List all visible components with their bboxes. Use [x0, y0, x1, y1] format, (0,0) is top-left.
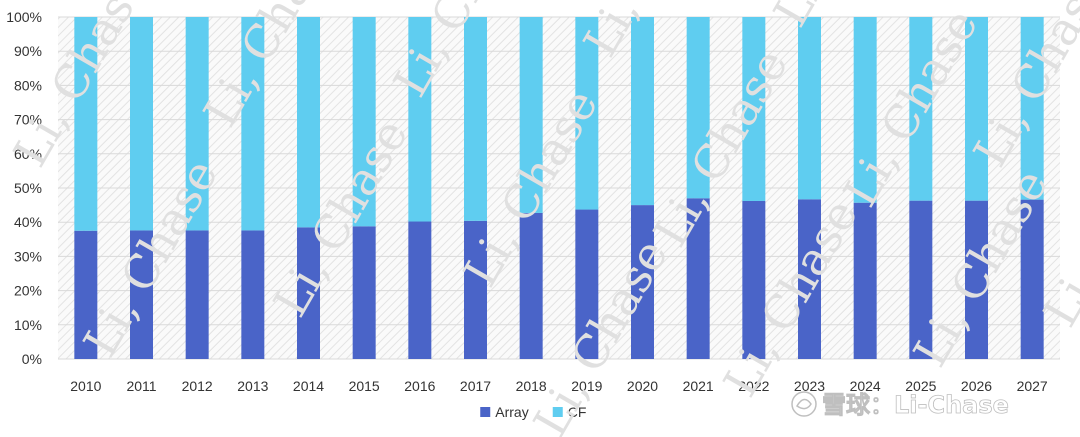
legend-swatch	[552, 407, 563, 417]
bar-cf-2021	[686, 17, 710, 199]
bar-cf-2023	[798, 17, 821, 200]
bar-array-2014	[297, 227, 320, 359]
x-tick-label: 2021	[683, 378, 714, 394]
bar-cf-2026	[965, 17, 988, 201]
snowball-logo-swirl	[795, 398, 812, 410]
y-tick-label: 30%	[14, 248, 42, 264]
x-tick-label: 2025	[905, 378, 936, 394]
y-tick-label: 80%	[14, 77, 42, 93]
bar-array-2026	[965, 200, 988, 359]
grid-lines	[58, 16, 1060, 360]
brand-watermark: 雪球：Li-Chase	[791, 391, 1009, 419]
x-axis-ticks: 2010 2011 2012 2013 2014 2015 2016 2017 2018 2019…	[70, 378, 1048, 394]
legend-item-array[interactable]: Array	[480, 404, 529, 420]
bar-cf-2017	[464, 17, 487, 221]
bar-cf-2020	[631, 17, 654, 206]
bar-array-2022	[742, 200, 766, 359]
x-tick-label: 2018	[516, 378, 547, 394]
bar-cf-2010	[74, 17, 98, 231]
bar-array-2011	[130, 230, 153, 359]
y-tick-label: 40%	[14, 214, 42, 230]
y-axis-ticks: 0% 10% 20% 30% 40% 50% 60% 70% 80% 90% 100%	[6, 9, 42, 367]
y-tick-label: 60%	[14, 146, 42, 162]
x-tick-label: 2022	[738, 378, 769, 394]
bar-array-2025	[909, 200, 933, 359]
y-tick-label: 70%	[14, 112, 42, 128]
x-tick-label: 2010	[70, 378, 101, 394]
bar-array-2013	[241, 230, 265, 359]
bar-cf-2024	[853, 17, 877, 203]
x-tick-label: 2024	[850, 378, 881, 394]
legend-label: Array	[495, 404, 528, 420]
bars	[74, 17, 1044, 359]
legend-label: CF	[568, 404, 587, 420]
legend-item-cf[interactable]: CF	[552, 404, 587, 420]
x-tick-label: 2015	[349, 378, 380, 394]
bar-array-2020	[631, 205, 654, 359]
bar-cf-2015	[352, 17, 376, 227]
bar-cf-2012	[185, 17, 209, 231]
bar-cf-2011	[130, 17, 153, 231]
snowball-logo-icon	[791, 391, 817, 417]
x-tick-label: 2020	[627, 378, 658, 394]
y-tick-label: 50%	[14, 180, 42, 196]
x-tick-label: 2017	[460, 378, 491, 394]
x-tick-label: 2027	[1017, 378, 1048, 394]
y-tick-label: 0%	[22, 351, 42, 367]
x-tick-label: 2026	[961, 378, 992, 394]
x-tick-label: 2023	[794, 378, 825, 394]
bar-array-2019	[575, 209, 599, 359]
legend-swatch	[480, 407, 491, 417]
bar-cf-2018	[519, 17, 543, 213]
bar-cf-2014	[297, 17, 320, 228]
bar-cf-2022	[742, 17, 766, 201]
y-tick-label: 100%	[6, 9, 42, 25]
bar-array-2016	[408, 221, 432, 359]
bar-array-2023	[798, 199, 821, 359]
bar-array-2012	[185, 230, 209, 359]
brand-label: 雪球：Li-Chase	[822, 391, 1009, 419]
bar-cf-2019	[575, 17, 599, 210]
x-tick-label: 2019	[571, 378, 602, 394]
y-tick-label: 20%	[14, 283, 42, 299]
bar-array-2024	[853, 202, 877, 359]
y-tick-label: 90%	[14, 43, 42, 59]
x-tick-label: 2011	[126, 378, 156, 394]
bar-cf-2025	[909, 17, 933, 201]
x-tick-label: 2014	[293, 378, 324, 394]
bar-array-2018	[519, 212, 543, 359]
y-tick-label: 10%	[14, 317, 42, 333]
bar-cf-2013	[241, 17, 265, 231]
bar-cf-2016	[408, 17, 432, 222]
x-tick-label: 2012	[182, 378, 213, 394]
bar-array-2010	[74, 230, 98, 359]
x-tick-label: 2016	[404, 378, 435, 394]
bar-array-2021	[686, 198, 710, 359]
legend[interactable]: Array CF	[480, 404, 586, 420]
x-tick-label: 2013	[237, 378, 268, 394]
bar-array-2027	[1020, 199, 1044, 359]
bar-cf-2027	[1020, 17, 1044, 200]
bar-array-2017	[464, 220, 487, 359]
bar-array-2015	[352, 226, 376, 359]
